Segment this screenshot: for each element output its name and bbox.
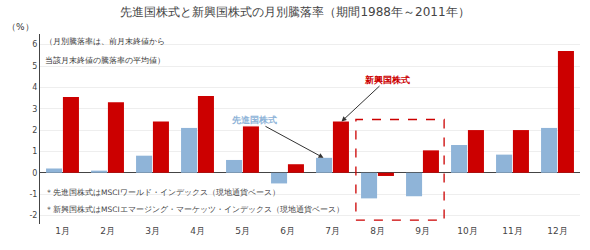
- svg-text:1: 1: [32, 147, 37, 156]
- svg-text:先進国株式: 先進国株式: [231, 115, 277, 125]
- svg-text:＊新興国株式はMSCIエマージング・マーケッツ・インデックス: ＊新興国株式はMSCIエマージング・マーケッツ・インデックス（現地通貨ベース）: [45, 205, 344, 214]
- svg-text:当該月末終値の騰落率の平均値）: 当該月末終値の騰落率の平均値）: [45, 56, 165, 65]
- svg-text:8月: 8月: [370, 226, 385, 236]
- svg-text:2月: 2月: [100, 226, 115, 236]
- svg-text:10月: 10月: [457, 226, 477, 236]
- svg-text:9月: 9月: [415, 226, 430, 236]
- svg-text:（%）: （%）: [7, 22, 34, 32]
- svg-text:＊先進国株式はMSCIワールド・インデックス（現地通貨ベース: ＊先進国株式はMSCIワールド・インデックス（現地通貨ベース）: [45, 188, 280, 197]
- svg-text:3: 3: [32, 105, 37, 114]
- svg-text:2: 2: [32, 126, 37, 135]
- svg-text:12月: 12月: [547, 226, 567, 236]
- svg-text:4: 4: [32, 83, 37, 92]
- svg-text:-1: -1: [29, 190, 37, 199]
- svg-text:（月別騰落率は、前月末終値から: （月別騰落率は、前月末終値から: [45, 37, 165, 46]
- svg-text:0: 0: [32, 169, 37, 178]
- svg-text:先進国株式と新興国株式の月別騰落率（期間1988年～2011: 先進国株式と新興国株式の月別騰落率（期間1988年～2011年）: [120, 5, 469, 19]
- svg-text:新興国株式: 新興国株式: [364, 75, 410, 85]
- svg-text:6: 6: [32, 40, 37, 49]
- svg-text:1月: 1月: [55, 226, 70, 236]
- svg-text:5月: 5月: [235, 226, 250, 236]
- svg-text:3月: 3月: [145, 226, 160, 236]
- svg-text:6月: 6月: [280, 226, 295, 236]
- svg-text:-2: -2: [29, 211, 37, 220]
- svg-text:5: 5: [32, 62, 37, 71]
- svg-text:11月: 11月: [502, 226, 522, 236]
- svg-text:7月: 7月: [325, 226, 340, 236]
- svg-text:4月: 4月: [190, 226, 205, 236]
